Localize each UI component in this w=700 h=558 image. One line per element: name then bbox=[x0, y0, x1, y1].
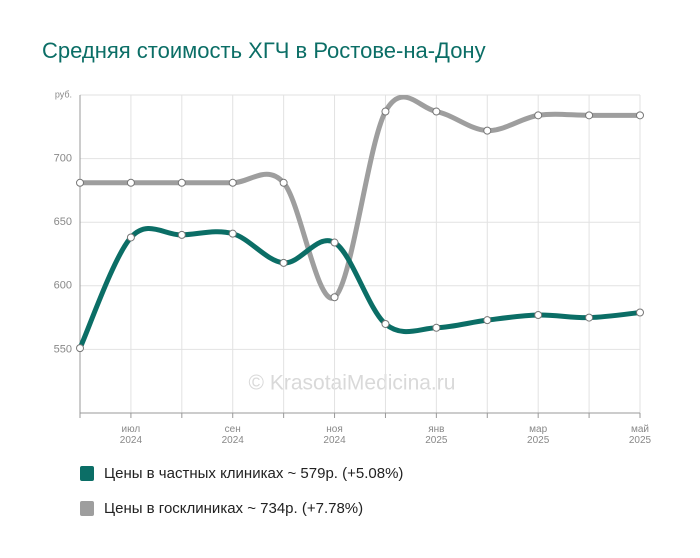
point bbox=[585, 313, 594, 322]
x-tick-label: июл 2024 bbox=[120, 424, 143, 446]
x-tick-label: мар 2025 bbox=[527, 424, 550, 446]
point bbox=[126, 178, 135, 187]
series-line bbox=[80, 95, 640, 301]
y-tick-label: 650 bbox=[54, 216, 72, 228]
point bbox=[279, 178, 288, 187]
point bbox=[636, 111, 644, 120]
point bbox=[330, 238, 339, 247]
watermark: © KrasotaiMedicina.ru bbox=[249, 372, 456, 395]
y-tick-label: 700 bbox=[54, 153, 72, 165]
point bbox=[483, 126, 492, 135]
point bbox=[279, 258, 288, 267]
point bbox=[432, 323, 441, 332]
point bbox=[76, 344, 84, 353]
point bbox=[126, 233, 135, 242]
point bbox=[330, 293, 339, 302]
x-tick-label: сен 2024 bbox=[222, 424, 245, 446]
point bbox=[177, 230, 186, 239]
legend-swatch bbox=[80, 466, 94, 481]
point bbox=[483, 316, 492, 325]
point bbox=[228, 178, 237, 187]
y-tick-label: 600 bbox=[54, 280, 72, 292]
point bbox=[534, 311, 543, 320]
point bbox=[76, 178, 84, 187]
point bbox=[177, 178, 186, 187]
y-tick-label: руб. bbox=[55, 89, 72, 99]
chart-title: Средняя стоимость ХГЧ в Ростове-на-Дону bbox=[42, 38, 486, 63]
x-tick-label: ноя 2024 bbox=[323, 424, 346, 446]
legend-label: Цены в госклиниках ~ 734р. (+7.78%) bbox=[104, 500, 363, 517]
point bbox=[381, 107, 390, 116]
point bbox=[432, 107, 441, 116]
point bbox=[381, 319, 390, 328]
point bbox=[585, 111, 594, 120]
y-tick-label: 550 bbox=[54, 343, 72, 355]
x-tick-label: янв 2025 bbox=[425, 424, 448, 446]
point bbox=[228, 229, 237, 238]
legend-swatch bbox=[80, 501, 94, 516]
point bbox=[534, 111, 543, 120]
series-line bbox=[77, 226, 641, 350]
legend-label: Цены в частных клиниках ~ 579р. (+5.08%) bbox=[104, 465, 403, 482]
point bbox=[636, 308, 644, 317]
x-tick-label: май 2025 bbox=[629, 424, 652, 446]
